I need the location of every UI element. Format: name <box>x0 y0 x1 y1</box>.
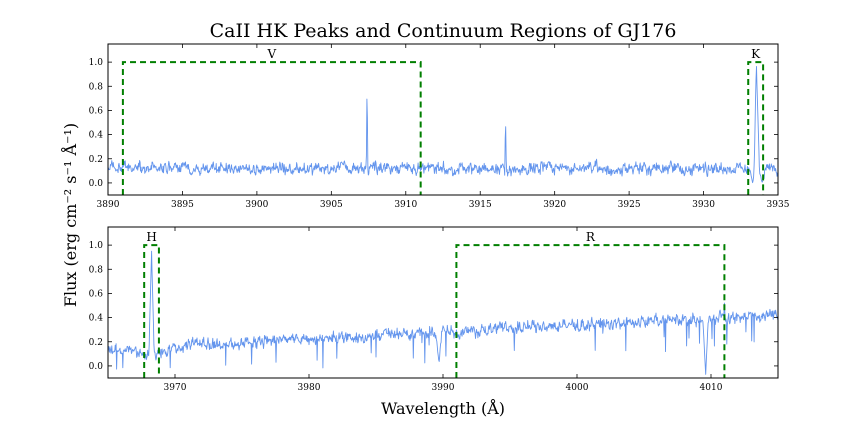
x-tick-label: 3895 <box>171 200 194 210</box>
x-tick-label: 3915 <box>469 200 492 210</box>
y-tick-label: 0.4 <box>89 131 104 141</box>
region-box-k <box>747 61 765 195</box>
region-box-h <box>143 244 160 378</box>
x-tick-label: 3925 <box>618 200 641 210</box>
panel-top: V K 3890 3895 3900 3905 3910 3915 3920 3925 3930 39… <box>89 43 790 210</box>
y-tick-label: 0.6 <box>89 106 104 116</box>
y-axis-label: Flux (erg cm⁻² s⁻¹ Å⁻¹) <box>60 123 80 307</box>
x-tick-label: 3910 <box>394 200 417 210</box>
y-tick-label: 0.6 <box>89 289 104 299</box>
x-tick-label: 3920 <box>543 200 566 210</box>
x-tick-label: 4000 <box>566 383 589 393</box>
y-tick-label: 0.8 <box>89 82 104 92</box>
plot-frame <box>107 226 779 379</box>
region-label-k: K <box>751 47 761 61</box>
spectrum-line <box>108 65 779 184</box>
y-tick-label: 0.8 <box>89 265 104 275</box>
x-tick-label: 3890 <box>97 200 120 210</box>
region-label-r: R <box>586 230 596 244</box>
region-label-v: V <box>266 47 276 61</box>
x-axis-label: Wavelength (Å) <box>381 398 505 418</box>
y-tick-label: 0.0 <box>89 179 104 189</box>
y-tick-label: 0.4 <box>89 314 104 324</box>
x-tick-label: 3990 <box>432 383 455 393</box>
panel-bottom: H R 3970 3980 3990 4000 4010 0.0 0.2 0.4 0.6 0.8 1.0 <box>89 226 779 393</box>
region-box-r <box>455 244 726 378</box>
region-label-h: H <box>146 230 156 244</box>
x-tick-label: 4010 <box>700 383 723 393</box>
x-tick-label: 3935 <box>767 200 790 210</box>
region-box-v <box>121 61 422 195</box>
x-tick-label: 3900 <box>245 200 268 210</box>
plot-frame <box>107 43 779 196</box>
chart-title: CaII HK Peaks and Continuum Regions of G… <box>210 20 677 42</box>
spectrum-line <box>107 250 779 375</box>
y-tick-label: 1.0 <box>89 241 104 251</box>
y-tick-label: 0.0 <box>89 362 104 372</box>
x-tick-label: 3970 <box>164 383 187 393</box>
x-tick-label: 3930 <box>692 200 715 210</box>
y-tick-label: 0.2 <box>89 155 103 165</box>
y-tick-label: 1.0 <box>89 58 104 68</box>
x-tick-label: 3905 <box>320 200 343 210</box>
y-tick-label: 0.2 <box>89 338 103 348</box>
x-tick-label: 3980 <box>298 383 321 393</box>
